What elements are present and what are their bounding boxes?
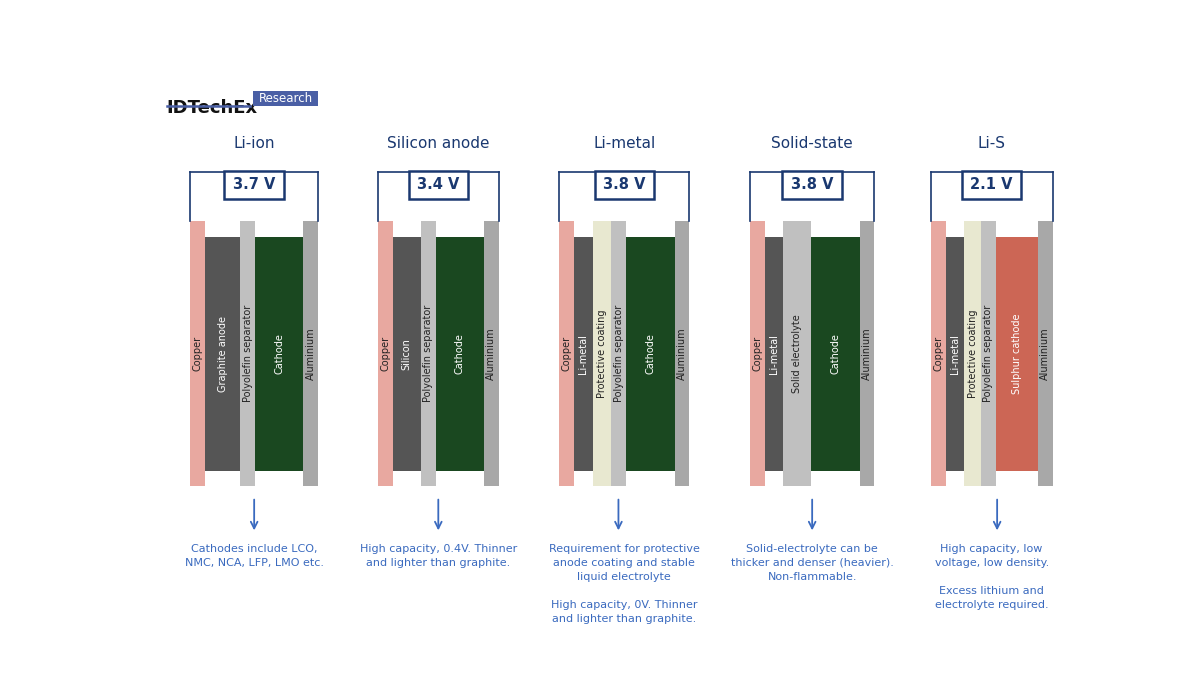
Bar <box>931 221 946 487</box>
Text: Aluminium: Aluminium <box>862 327 872 380</box>
Text: High capacity, low
voltage, low density.

Excess lithium and
electrolyte require: High capacity, low voltage, low density.… <box>935 543 1049 610</box>
Text: 3.8 V: 3.8 V <box>791 178 834 192</box>
Text: 2.1 V: 2.1 V <box>971 178 1013 192</box>
Text: Solid-state: Solid-state <box>772 136 853 151</box>
Text: Aluminium: Aluminium <box>306 327 316 380</box>
Bar <box>256 237 304 471</box>
Bar <box>784 221 811 487</box>
Text: Copper: Copper <box>380 336 390 371</box>
Text: Requirement for protective
anode coating and stable
liquid electrolyte

High cap: Requirement for protective anode coating… <box>548 543 700 624</box>
Bar <box>392 237 421 471</box>
FancyBboxPatch shape <box>782 171 842 199</box>
Text: Solid electrolyte: Solid electrolyte <box>792 315 803 394</box>
Text: Polyolefin separator: Polyolefin separator <box>242 305 253 402</box>
Bar <box>946 237 965 471</box>
Bar <box>190 221 205 487</box>
Text: Copper: Copper <box>192 336 203 371</box>
Text: Aluminium: Aluminium <box>677 327 686 380</box>
Bar <box>965 221 980 487</box>
Text: Li-metal: Li-metal <box>593 136 655 151</box>
Text: 3.4 V: 3.4 V <box>418 178 460 192</box>
Text: Li-metal: Li-metal <box>950 334 960 374</box>
Text: High capacity, 0.4V. Thinner
and lighter than graphite.: High capacity, 0.4V. Thinner and lighter… <box>360 543 517 568</box>
Bar <box>750 221 764 487</box>
Bar <box>574 237 593 471</box>
Text: Solid-electrolyte can be
thicker and denser (heavier).
Non-flammable.: Solid-electrolyte can be thicker and den… <box>731 543 894 582</box>
FancyBboxPatch shape <box>962 171 1021 199</box>
Bar <box>240 221 256 487</box>
Bar <box>421 221 436 487</box>
Text: Aluminium: Aluminium <box>486 327 497 380</box>
Text: Cathode: Cathode <box>830 333 840 375</box>
Bar <box>764 237 784 471</box>
Bar <box>980 221 996 487</box>
FancyBboxPatch shape <box>408 171 468 199</box>
Text: IDTechEx: IDTechEx <box>167 99 258 117</box>
Bar <box>593 221 611 487</box>
Bar <box>205 237 240 471</box>
Text: Cathode: Cathode <box>455 333 464 375</box>
FancyBboxPatch shape <box>594 171 654 199</box>
Bar <box>811 237 859 471</box>
Bar <box>304 221 318 487</box>
Text: 3.8 V: 3.8 V <box>604 178 646 192</box>
Text: Li-S: Li-S <box>978 136 1006 151</box>
Text: Copper: Copper <box>752 336 762 371</box>
Text: Copper: Copper <box>934 336 943 371</box>
FancyBboxPatch shape <box>224 171 284 199</box>
Bar <box>436 237 484 471</box>
Text: Cathodes include LCO,
NMC, NCA, LFP, LMO etc.: Cathodes include LCO, NMC, NCA, LFP, LMO… <box>185 543 324 568</box>
Text: Cathode: Cathode <box>646 333 655 375</box>
Text: Li-metal: Li-metal <box>769 334 779 374</box>
Text: Polyolefin separator: Polyolefin separator <box>613 305 624 402</box>
Bar <box>859 221 875 487</box>
Text: Li-metal: Li-metal <box>578 334 588 374</box>
Text: Silicon anode: Silicon anode <box>388 136 490 151</box>
Text: Research: Research <box>259 92 313 105</box>
Text: Cathode: Cathode <box>275 333 284 375</box>
Bar <box>674 221 690 487</box>
Text: Silicon: Silicon <box>402 338 412 370</box>
Text: Protective coating: Protective coating <box>596 310 607 398</box>
Bar <box>611 221 626 487</box>
FancyBboxPatch shape <box>253 91 318 107</box>
Bar <box>1038 221 1052 487</box>
Text: Polyolefin separator: Polyolefin separator <box>983 305 994 402</box>
Text: Polyolefin separator: Polyolefin separator <box>424 305 433 402</box>
Text: Aluminium: Aluminium <box>1040 327 1050 380</box>
Bar <box>996 237 1038 471</box>
Text: Li-ion: Li-ion <box>234 136 275 151</box>
Text: Protective coating: Protective coating <box>967 310 978 398</box>
Bar <box>378 221 392 487</box>
Bar <box>626 237 674 471</box>
Text: 3.7 V: 3.7 V <box>233 178 275 192</box>
Text: Sulphur cathode: Sulphur cathode <box>1012 314 1021 394</box>
Bar <box>484 221 499 487</box>
Text: Copper: Copper <box>562 336 571 371</box>
Bar <box>559 221 574 487</box>
Text: Graphite anode: Graphite anode <box>217 316 228 392</box>
